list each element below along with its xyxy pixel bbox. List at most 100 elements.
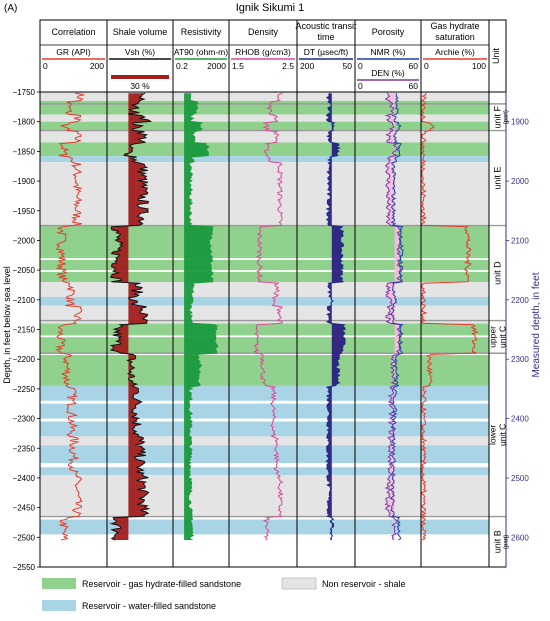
depth-tick-label: −2000	[13, 236, 36, 245]
depth-tick-label: −1950	[13, 207, 36, 216]
md-tick-label: 2500	[511, 474, 529, 483]
zone-water	[40, 467, 489, 475]
legend-label-hydrate: Reservoir - gas hydrate-filled sandstone	[82, 579, 241, 589]
depth-tick-label: −2050	[13, 266, 36, 275]
panel-label: (A)	[4, 3, 17, 14]
curve-name: GR (API)	[56, 47, 91, 57]
unit-label: upper	[488, 326, 498, 348]
scale-min: 0	[424, 61, 429, 71]
zone-shale	[40, 282, 489, 297]
nmr-curve	[389, 93, 405, 541]
depth-tick-label: −2550	[13, 563, 36, 572]
legend-swatch-hydrate	[42, 578, 76, 589]
track-title: Density	[248, 27, 279, 37]
zone-hydrate	[40, 121, 489, 131]
curve-name: Archie (%)	[435, 47, 475, 57]
y-axis-label: Depth, in feet below sea level	[2, 266, 12, 384]
track-title: time	[317, 32, 334, 42]
zone-shale	[40, 130, 489, 143]
scale2-max: 60	[409, 81, 419, 91]
legend: Reservoir - gas hydrate-filled sandstone…	[42, 577, 406, 611]
zone-water	[40, 385, 489, 401]
zone-water	[40, 421, 489, 437]
track-title: Correlation	[51, 27, 95, 37]
md-tick-label: 2200	[511, 296, 529, 305]
zone-hydrate	[40, 271, 489, 282]
zone-hydrate	[40, 142, 489, 157]
scale-max: 200	[90, 61, 104, 71]
legend-swatch-shale	[281, 577, 317, 590]
depth-tick-label: −1850	[13, 147, 36, 156]
res-curve	[186, 92, 219, 541]
md-tick-label: 2300	[511, 355, 529, 364]
curve-name: Vsh (%)	[125, 47, 155, 57]
unit-label: unit F	[493, 105, 503, 128]
scale-max: 2.5	[282, 61, 294, 71]
md-tick-label: 2100	[511, 236, 529, 245]
legend-label-water: Reservoir - water-filled sandstone	[82, 601, 216, 611]
vsh-cutoff-bar	[111, 75, 169, 79]
depth-tick-label: −2150	[13, 326, 36, 335]
unit-sublabel: (part)	[504, 535, 510, 549]
depth-tick-label: −2450	[13, 504, 36, 513]
md-tick-label: 2400	[511, 415, 529, 424]
curve-name: RHOB (g/cm3)	[235, 47, 291, 57]
unit-label: lower	[488, 425, 498, 445]
zone-shale	[40, 162, 489, 226]
log-curves	[55, 92, 479, 541]
zone-shale	[40, 436, 489, 446]
figure-title: Ignik Sikumi 1	[236, 2, 304, 14]
md-tick-label: 2000	[511, 177, 529, 186]
scale-max: 2000	[207, 61, 226, 71]
unit-header: Unit	[491, 48, 501, 65]
scale-min: 0.2	[176, 61, 188, 71]
right-axis-label: Measured depth, in feet	[531, 272, 542, 377]
depth-axes: −1750 −1800 −1850 −1900 −1950 −2000 −2050 −2100…	[13, 88, 530, 572]
unit-label: unit B	[493, 530, 503, 553]
track-title: Acoustic transit	[295, 21, 357, 31]
sh-curve	[420, 93, 479, 541]
md-tick-label: 2600	[511, 533, 529, 542]
den-curve	[384, 92, 402, 541]
dt-fill	[326, 93, 346, 540]
track-title: saturation	[435, 32, 475, 42]
track-title: Porosity	[372, 27, 405, 37]
depth-tick-label: −1900	[13, 177, 36, 186]
track-title: Resistivity	[181, 27, 222, 37]
depth-tick-label: −2350	[13, 444, 36, 453]
scale-max: 60	[409, 61, 419, 71]
lithology-zones	[40, 92, 506, 535]
track-title: Gas hydrate	[430, 21, 479, 31]
scale-min: 1.5	[232, 61, 244, 71]
zone-water	[40, 445, 489, 464]
zone-shale	[40, 474, 489, 517]
scale-min: 0	[43, 61, 48, 71]
rhob-curve	[253, 92, 284, 541]
zone-water	[40, 296, 489, 306]
zone-hydrate	[40, 337, 489, 354]
res-fill	[184, 93, 218, 540]
legend-label-shale: Non reservoir - shale	[322, 579, 406, 589]
zone-shale	[40, 92, 489, 101]
unit-sublabel: (part)	[504, 110, 510, 124]
unit-label: unit D	[493, 261, 503, 285]
curve-name: NMR (%)	[371, 47, 406, 57]
scale-min: 0	[358, 61, 363, 71]
zone-water	[40, 403, 489, 419]
scale2-min: 0	[358, 81, 363, 91]
zone-water	[40, 519, 489, 535]
gr-curve	[55, 92, 85, 541]
curve-name: AT90 (ohm-m)	[174, 47, 228, 57]
depth-tick-label: −2200	[13, 355, 36, 364]
scale-min: 200	[300, 61, 314, 71]
depth-tick-label: −1750	[13, 88, 36, 97]
unit-label: unit C	[498, 326, 508, 348]
dt-curve	[325, 92, 346, 541]
depth-tick-label: −2500	[13, 533, 36, 542]
md-tick-label: 1900	[511, 118, 529, 127]
unit-label: unit E	[493, 167, 503, 190]
vsh-curve	[109, 92, 153, 541]
vsh-fill	[110, 93, 151, 540]
